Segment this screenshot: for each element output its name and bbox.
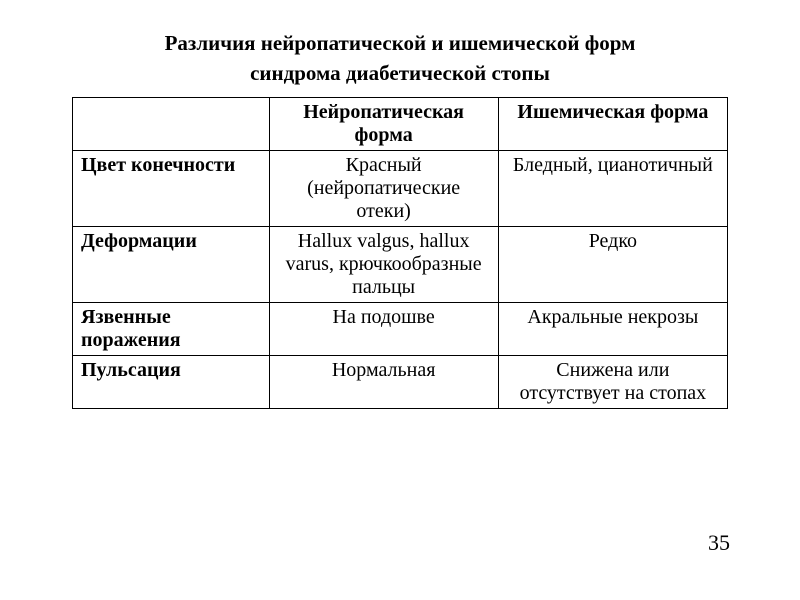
comparison-table: Нейропатическая форма Ишемическая форма … <box>72 97 728 409</box>
table-row: Язвенные поражения На подошве Акральные … <box>73 302 728 355</box>
row-col1: На подошве <box>269 302 498 355</box>
row-col2: Снижена или отсутствует на стопах <box>498 355 727 408</box>
header-empty <box>73 97 270 150</box>
title-line-1: Различия нейропатической и ишемической ф… <box>72 28 728 58</box>
row-col2: Редко <box>498 226 727 302</box>
row-label: Деформации <box>73 226 270 302</box>
page-title: Различия нейропатической и ишемической ф… <box>72 28 728 89</box>
row-label: Цвет конечности <box>73 150 270 226</box>
row-col1: Hallux valgus, hallux varus, крючкообраз… <box>269 226 498 302</box>
row-col2: Бледный, цианотичный <box>498 150 727 226</box>
row-col1: Нормальная <box>269 355 498 408</box>
header-col2: Ишемическая форма <box>498 97 727 150</box>
row-label: Язвенные поражения <box>73 302 270 355</box>
table-row: Пульсация Нормальная Снижена или отсутст… <box>73 355 728 408</box>
table-row: Деформации Hallux valgus, hallux varus, … <box>73 226 728 302</box>
row-label: Пульсация <box>73 355 270 408</box>
table-header-row: Нейропатическая форма Ишемическая форма <box>73 97 728 150</box>
table-row: Цвет конечности Красный (нейропатические… <box>73 150 728 226</box>
title-line-2: синдрома диабетической стопы <box>72 58 728 88</box>
header-col1: Нейропатическая форма <box>269 97 498 150</box>
row-col2: Акральные некрозы <box>498 302 727 355</box>
row-col1: Красный (нейропатические отеки) <box>269 150 498 226</box>
page-number: 35 <box>708 530 730 556</box>
